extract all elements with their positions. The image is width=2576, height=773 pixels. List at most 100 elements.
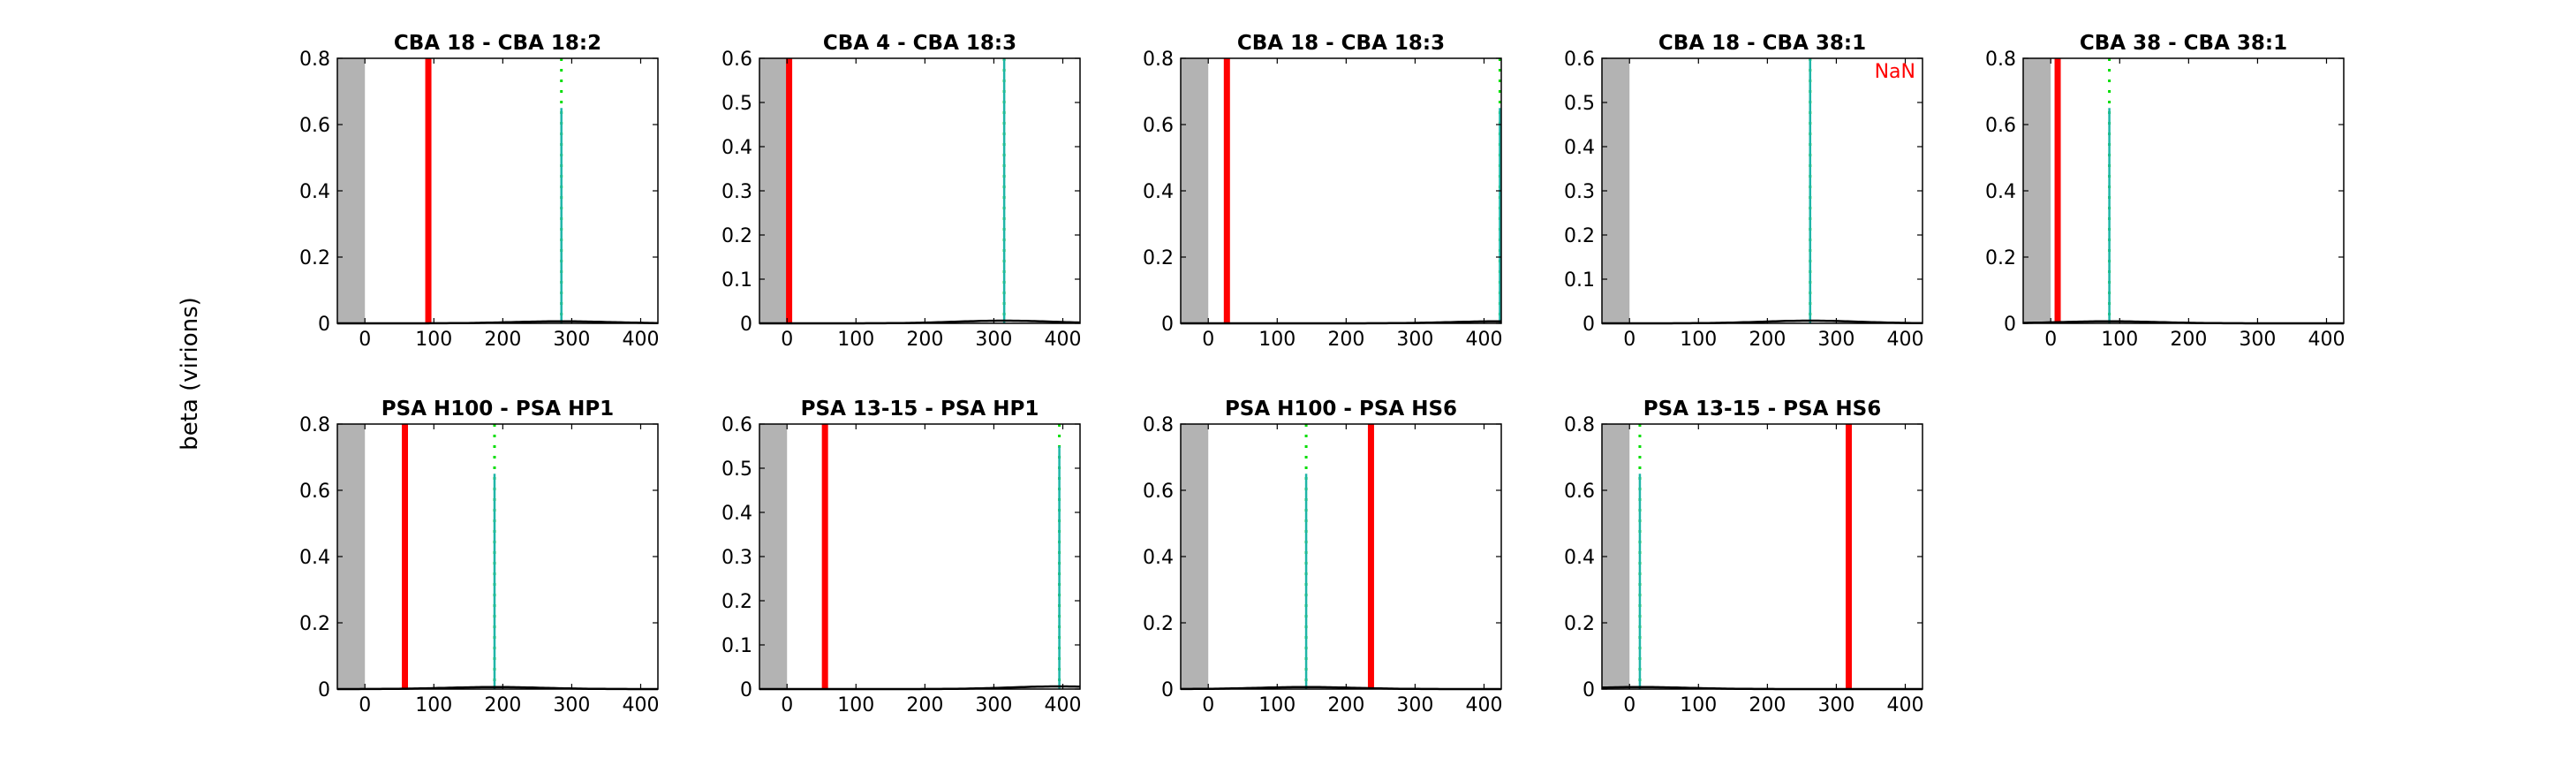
y-tick-label: 0.8 xyxy=(1143,49,1174,71)
y-tick-label: 0.1 xyxy=(721,269,752,292)
x-tick-label: 300 xyxy=(2239,329,2276,351)
subplot-7: 0 100 200 300 400 0 0.1 0.2 0.3 0.4 0.5 0.6 PSA 13-1… xyxy=(721,398,1081,716)
x-tick-label: 100 xyxy=(1680,329,1717,351)
y-tick-label: 0.4 xyxy=(299,181,330,203)
y-tick-label: 0.3 xyxy=(721,181,752,203)
subplot-title: PSA H100 - PSA HP1 xyxy=(381,398,614,421)
y-tick-label: 0.4 xyxy=(1143,181,1174,203)
x-tick-label: 400 xyxy=(1465,329,1502,351)
x-tick-label: 400 xyxy=(1465,694,1502,716)
y-tick-label: 0.4 xyxy=(721,503,752,525)
y-tick-label: 0 xyxy=(1583,679,1595,701)
y-tick-label: 0.2 xyxy=(1564,613,1595,635)
subplot-title: CBA 4 - CBA 18:3 xyxy=(823,32,1016,55)
subplot-title: CBA 38 - CBA 38:1 xyxy=(2080,32,2287,55)
subplot-title: CBA 18 - CBA 18:3 xyxy=(1237,32,1445,55)
plot-area xyxy=(2023,58,2344,323)
y-tick-label: 0 xyxy=(740,679,752,701)
y-tick-label: 0.6 xyxy=(299,115,330,137)
y-tick-label: 0 xyxy=(318,314,330,336)
x-tick-label: 400 xyxy=(1886,329,1923,351)
x-tick-label: 100 xyxy=(1258,329,1296,351)
y-tick-label: 0.2 xyxy=(1143,613,1174,635)
subplot-5: 0 100 200 300 400 0 0.2 0.4 0.6 0.8 CBA 38 - CBA 3… xyxy=(1985,32,2345,351)
y-tick-label: 0.4 xyxy=(299,547,330,569)
x-tick-label: 400 xyxy=(1886,694,1923,716)
x-tick-label: 400 xyxy=(622,694,659,716)
y-tick-label: 0.5 xyxy=(1564,93,1595,115)
x-tick-label: 400 xyxy=(1044,694,1081,716)
x-tick-label: 200 xyxy=(2170,329,2207,351)
x-tick-label: 0 xyxy=(781,329,793,351)
y-tick-label: 0.4 xyxy=(1143,547,1174,569)
x-tick-label: 0 xyxy=(359,329,371,351)
x-tick-label: 300 xyxy=(553,329,590,351)
y-tick-label: 0.4 xyxy=(1985,181,2016,203)
subplot-9: 0 100 200 300 400 0 0.2 0.4 0.6 0.8 PSA 13-15 - PS… xyxy=(1564,398,1923,716)
plot-area xyxy=(759,58,1080,323)
x-tick-label: 100 xyxy=(837,329,874,351)
y-tick-label: 0.2 xyxy=(721,591,752,613)
x-tick-label: 300 xyxy=(1817,329,1855,351)
y-tick-label: 0 xyxy=(740,314,752,336)
nan-annotation: NaN xyxy=(1875,61,1915,83)
subplot-title: PSA H100 - PSA HS6 xyxy=(1225,398,1457,421)
x-tick-label: 0 xyxy=(1623,329,1635,351)
subplot-title: CBA 18 - CBA 38:1 xyxy=(1658,32,1866,55)
y-tick-label: 0.3 xyxy=(1564,181,1595,203)
y-tick-label: 0.8 xyxy=(1143,414,1174,436)
x-tick-label: 100 xyxy=(1680,694,1717,716)
y-tick-label: 0.6 xyxy=(299,481,330,503)
y-tick-label: 0 xyxy=(1161,314,1174,336)
plot-area xyxy=(1602,58,1923,323)
y-tick-label: 0.4 xyxy=(1564,547,1595,569)
x-tick-label: 100 xyxy=(837,694,874,716)
y-tick-label: 0.3 xyxy=(721,547,752,569)
plot-area xyxy=(337,424,658,689)
x-tick-label: 200 xyxy=(484,694,521,716)
x-tick-label: 200 xyxy=(906,329,943,351)
y-tick-label: 0.6 xyxy=(1143,115,1174,137)
y-tick-label: 0.6 xyxy=(1143,481,1174,503)
subplot-title: PSA 13-15 - PSA HS6 xyxy=(1643,398,1881,421)
subplot-4: 0 100 200 300 400 0 0.1 0.2 0.3 0.4 0.5 0.6 CBA 18 -… xyxy=(1564,32,1923,351)
y-tick-label: 0.5 xyxy=(721,458,752,481)
plot-area xyxy=(1181,424,1501,689)
x-tick-label: 0 xyxy=(2044,329,2057,351)
plot-area xyxy=(1602,424,1923,689)
subplot-6: 0 100 200 300 400 0 0.2 0.4 0.6 0.8 PSA H100 - PSA… xyxy=(299,398,659,716)
x-tick-label: 200 xyxy=(484,329,521,351)
x-tick-label: 300 xyxy=(975,694,1012,716)
x-tick-label: 300 xyxy=(1817,694,1855,716)
y-tick-label: 0.8 xyxy=(1564,414,1595,436)
y-tick-label: 0.6 xyxy=(1985,115,2016,137)
x-tick-label: 200 xyxy=(906,694,943,716)
plot-area xyxy=(337,58,658,323)
subplot-title: PSA 13-15 - PSA HP1 xyxy=(801,398,1039,421)
x-tick-label: 300 xyxy=(1396,694,1433,716)
x-tick-label: 0 xyxy=(359,694,371,716)
y-tick-label: 0.8 xyxy=(1985,49,2016,71)
plot-area xyxy=(759,424,1080,689)
x-tick-label: 200 xyxy=(1327,694,1364,716)
plot-area xyxy=(1181,58,1501,323)
y-tick-label: 0.8 xyxy=(299,49,330,71)
x-tick-label: 300 xyxy=(553,694,590,716)
x-tick-label: 400 xyxy=(1044,329,1081,351)
y-tick-label: 0 xyxy=(318,679,330,701)
x-tick-label: 0 xyxy=(1623,694,1635,716)
x-tick-label: 300 xyxy=(1396,329,1433,351)
subplot-3: 0 100 200 300 400 0 0.2 0.4 0.6 0.8 CBA 18 - CBA 1… xyxy=(1143,32,1502,351)
x-tick-label: 0 xyxy=(781,694,793,716)
y-tick-label: 0.1 xyxy=(1564,269,1595,292)
y-tick-label: 0.2 xyxy=(1985,247,2016,269)
y-tick-label: 0.8 xyxy=(299,414,330,436)
y-tick-label: 0.2 xyxy=(299,613,330,635)
x-tick-label: 200 xyxy=(1749,329,1786,351)
y-tick-label: 0.1 xyxy=(721,635,752,657)
y-tick-label: 0.4 xyxy=(1564,137,1595,159)
x-tick-label: 400 xyxy=(2308,329,2345,351)
y-tick-label: 0 xyxy=(2004,314,2016,336)
x-tick-label: 100 xyxy=(415,329,452,351)
